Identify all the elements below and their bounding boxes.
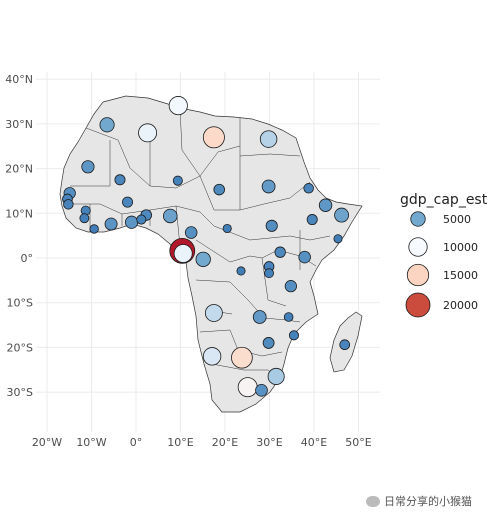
y-tick-label: 10°S	[7, 297, 33, 310]
gdp-point	[195, 251, 211, 267]
y-tick-label: 0°	[21, 252, 34, 265]
gdp-point	[264, 268, 274, 279]
x-tick-label: 10°W	[76, 436, 106, 449]
x-tick-label: 50°E	[345, 436, 371, 449]
gdp-point	[306, 214, 318, 226]
x-tick-label: 20°E	[212, 436, 238, 449]
gdp-point	[168, 96, 188, 116]
x-tick-label: 0°	[130, 436, 143, 449]
axis-tick-labels: 20°W 10°W 0° 10°E 20°E 30°E 40°E 50°E 40°N 30°N 20…	[5, 73, 372, 449]
gdp-point	[283, 312, 294, 322]
gdp-point	[99, 117, 115, 133]
gdp-point	[184, 226, 198, 239]
gdp-point	[252, 310, 267, 324]
gdp-point	[81, 160, 95, 174]
gdp-point	[262, 337, 275, 349]
watermark: 日常分享的小猴猫	[366, 493, 472, 509]
gdp-point	[333, 234, 343, 244]
gdp-point	[122, 196, 134, 208]
gdp-point	[89, 224, 99, 234]
x-tick-label: 10°E	[167, 436, 193, 449]
gdp-point	[124, 215, 139, 229]
wechat-icon	[366, 495, 380, 507]
gdp-point	[138, 123, 158, 143]
gdp-point	[136, 214, 147, 225]
gdp-point	[255, 383, 268, 397]
gdp-point	[261, 179, 276, 194]
gdp-point	[284, 280, 297, 293]
y-tick-label: 30°N	[5, 118, 33, 131]
gdp-point	[236, 266, 246, 276]
legend: gdp_cap_est 5000 10000 15000 20000	[400, 192, 488, 318]
gdp-point	[288, 330, 299, 341]
x-tick-label: 40°E	[301, 436, 327, 449]
gdp-point	[339, 339, 351, 351]
gdp-point	[267, 367, 285, 385]
gdp-point	[213, 183, 225, 196]
y-tick-label: 20°S	[7, 341, 33, 354]
gdp-point	[334, 207, 349, 223]
gdp-point	[303, 183, 314, 194]
y-tick-label: 40°N	[5, 73, 33, 86]
legend-label: 15000	[443, 269, 478, 282]
watermark-text: 日常分享的小猴猫	[384, 495, 472, 508]
gdp-point	[202, 347, 222, 366]
gdp-point	[173, 244, 193, 263]
gdp-point	[259, 130, 278, 148]
y-tick-label: 20°N	[5, 163, 33, 176]
legend-label: 10000	[443, 241, 478, 254]
gdp-point	[231, 346, 253, 369]
y-tick-label: 30°S	[7, 386, 33, 399]
legend-key	[405, 292, 431, 318]
legend-key	[410, 211, 426, 227]
gdp-point	[63, 199, 74, 210]
gdp-point	[163, 208, 178, 224]
gdp-point	[79, 213, 90, 224]
legend-label: 5000	[443, 213, 471, 226]
gdp-point	[104, 217, 118, 231]
gdp-point	[202, 126, 225, 149]
gdp-point	[237, 377, 258, 398]
gdp-points-layer	[62, 96, 351, 398]
y-tick-label: 10°N	[5, 207, 33, 220]
legend-key	[408, 237, 428, 257]
gdp-point	[274, 246, 286, 258]
gdp-point	[265, 219, 278, 232]
gdp-point	[172, 175, 183, 186]
legend-label: 20000	[443, 299, 478, 312]
gdp-point	[222, 223, 232, 234]
legend-title: gdp_cap_est	[400, 192, 488, 208]
x-tick-label: 20°W	[32, 436, 62, 449]
legend-key	[406, 263, 430, 287]
gdp-point	[318, 198, 333, 212]
gdp-point	[114, 174, 126, 186]
x-tick-label: 30°E	[256, 436, 282, 449]
gdp-point	[298, 250, 311, 264]
gdp-point	[204, 304, 223, 322]
